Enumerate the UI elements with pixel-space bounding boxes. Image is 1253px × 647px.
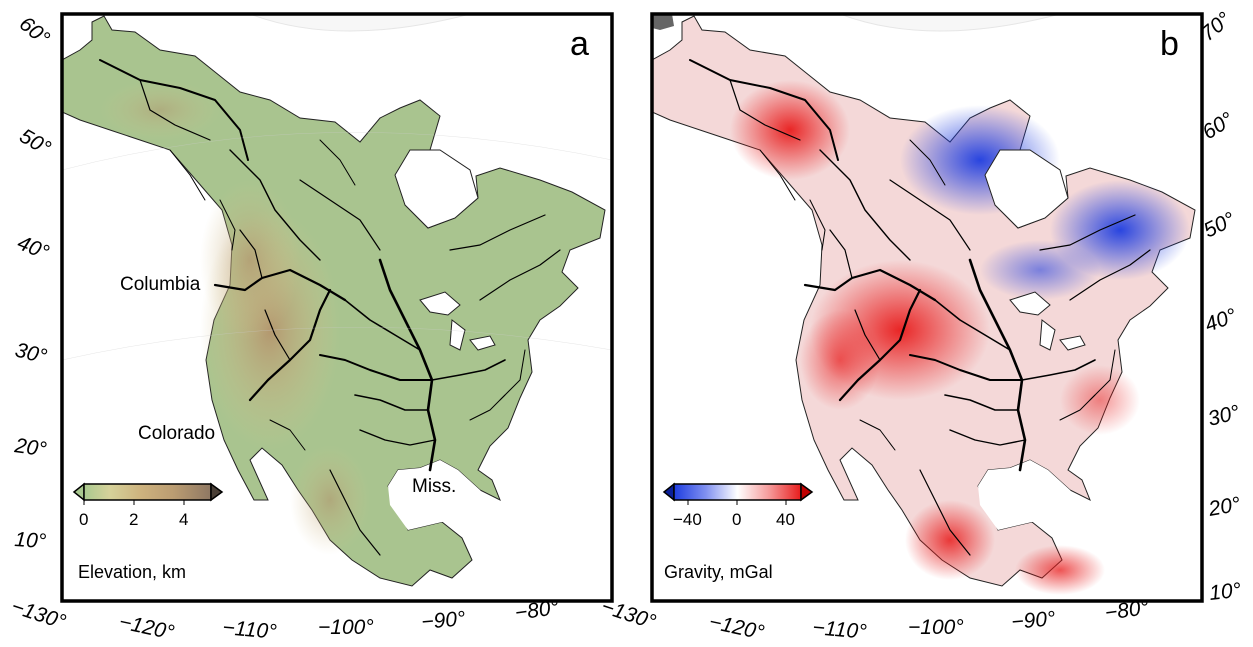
hudson-bay-a: [394, 149, 479, 229]
mexico-elevation: [290, 445, 370, 555]
lat-label-a-20: 20°: [12, 434, 48, 461]
lon-label-b-120: −120°: [707, 610, 766, 644]
panel-b-letter: b: [1160, 25, 1179, 63]
hudson-bay-b: [984, 149, 1069, 229]
colorbar-a-title: Elevation, km: [78, 562, 186, 582]
river-label-mississippi: Miss.: [412, 476, 456, 497]
lat-label-b-50: 50°: [1200, 208, 1239, 243]
colorbar-b-tick-neg40: −40: [673, 510, 702, 529]
colorbar-b-tick-40: 40: [776, 510, 795, 529]
lon-label-a-100: −100°: [318, 616, 374, 639]
gravity-high-mexico: [905, 500, 995, 580]
river-network-a: [99, 59, 561, 556]
colorbar-a-tick-2: 2: [129, 510, 138, 529]
gulf-of-mexico-b: [978, 460, 1080, 530]
lon-label-a-90: −90°: [420, 607, 466, 634]
greenland-corner-b: [652, 14, 674, 30]
colorbar-a-tick-4: 4: [179, 510, 188, 529]
panel-b-map: b −40 0 40 Gravity, mGal 70° 60° 50° 40°…: [598, 8, 1242, 645]
lon-label-b-110: −110°: [812, 616, 868, 644]
gravity-high-central-america: [1015, 545, 1105, 595]
gulf-of-mexico-a: [388, 460, 490, 530]
lon-label-a-110: −110°: [222, 616, 278, 644]
greenland-edge-b: [839, 14, 1061, 32]
gravity-high-east: [1060, 365, 1140, 435]
colorbar-b-gradient: [673, 483, 802, 501]
lat-label-b-10: 10°: [1208, 579, 1242, 605]
graticule-a: [62, 132, 612, 361]
lon-label-b-90: −90°: [1010, 607, 1056, 634]
lat-label-a-50: 50°: [16, 124, 55, 160]
colorbar-b-title: Gravity, mGal: [664, 562, 773, 582]
elevation-colorbar: 0 2 4 Elevation, km: [72, 482, 224, 582]
greenland-edge-a: [249, 14, 471, 32]
gravity-high-west: [800, 310, 880, 410]
river-network-b: [689, 59, 1151, 556]
panel-b-frame: [650, 12, 1204, 603]
lat-label-b-60: 60°: [1198, 108, 1237, 144]
river-label-columbia: Columbia: [120, 274, 201, 295]
great-lakes-a: [419, 291, 496, 351]
river-label-colorado: Colorado: [138, 423, 215, 444]
lon-label-a-80: −80°: [513, 596, 560, 625]
colorbar-a-right-arrow: [210, 482, 224, 502]
lon-label-a-130: −130°: [8, 595, 68, 634]
lon-label-a-120: −120°: [117, 610, 176, 644]
yukon-elevation: [100, 80, 220, 140]
lat-label-a-30: 30°: [13, 339, 49, 369]
great-lakes-b: [1009, 291, 1086, 351]
gravity-high-alaska: [730, 80, 850, 180]
lat-label-a-40: 40°: [14, 231, 52, 264]
lon-label-b-130: −130°: [598, 595, 658, 634]
lat-label-b-40: 40°: [1202, 304, 1240, 336]
lat-label-a-10: 10°: [14, 528, 47, 553]
panel-a-letter: a: [570, 25, 589, 63]
lat-label-b-30: 30°: [1206, 401, 1242, 431]
lat-label-b-20: 20°: [1206, 493, 1242, 521]
colorbar-b-right-arrow: [800, 482, 814, 502]
colorbar-b-tick-0: 0: [732, 510, 741, 529]
gravity-colorbar: −40 0 40 Gravity, mGal: [662, 482, 814, 582]
lon-label-b-100: −100°: [908, 616, 964, 639]
gravity-low-ontario: [980, 240, 1100, 300]
colorbar-a-gradient: [83, 483, 212, 501]
lon-label-b-80: −80°: [1103, 596, 1150, 625]
basin-elevation: [200, 180, 300, 340]
colorbar-a-tick-0: 0: [79, 510, 88, 529]
lat-label-a-60: 60°: [15, 12, 54, 50]
panel-a-frame: [60, 12, 614, 603]
panel-a-map: a Columbia Colorado Miss. 0 2 4 Elevatio…: [8, 12, 614, 644]
